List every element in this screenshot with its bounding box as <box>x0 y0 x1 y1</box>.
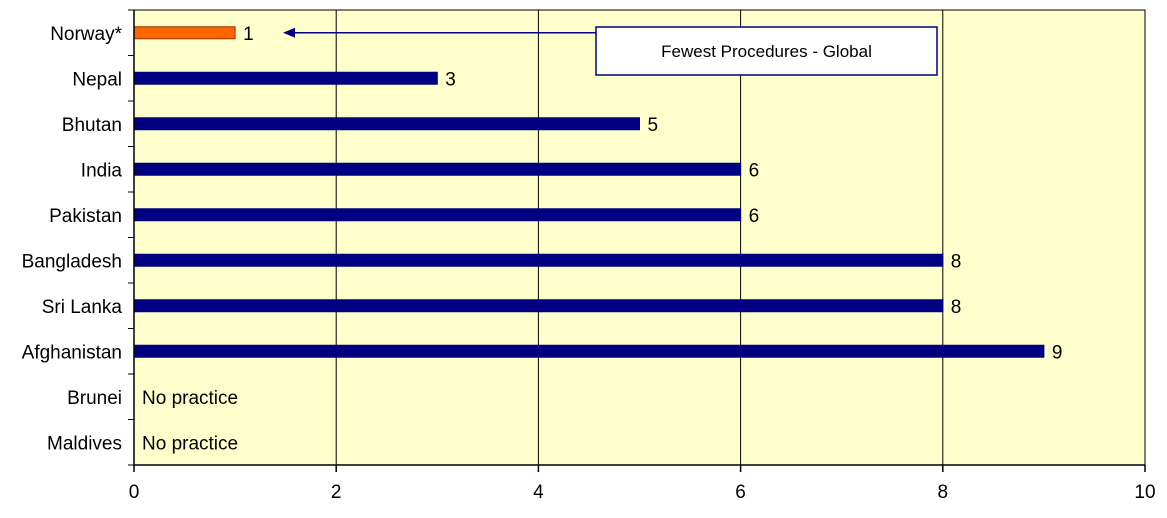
x-tick-label: 4 <box>533 482 544 503</box>
callout-annotation: Fewest Procedures - Global <box>283 26 938 76</box>
callout-text: Fewest Procedures - Global <box>661 42 872 61</box>
labels: Norway* 1 Nepal 3 Bhutan 5 India 6 Pakistan 6 Bang… <box>22 24 1063 455</box>
value-label: 3 <box>445 69 456 90</box>
x-tick-label: 10 <box>1134 482 1155 503</box>
no-practice-note: No practice <box>142 388 238 409</box>
callout-arrow-head <box>283 27 295 38</box>
no-practice-note: No practice <box>142 433 238 454</box>
bar-nepal <box>133 71 438 85</box>
bar-bangladesh <box>133 253 944 267</box>
category-label: Bangladesh <box>22 251 122 272</box>
value-label: 8 <box>951 297 962 318</box>
bar-sri-lanka <box>133 299 944 313</box>
category-label: Nepal <box>72 69 122 90</box>
category-label: Norway* <box>50 24 122 45</box>
value-label: 8 <box>951 251 962 272</box>
bar-afghanistan <box>133 344 1045 358</box>
bar-bhutan <box>133 117 640 131</box>
category-label: India <box>81 160 123 181</box>
axes: 0 2 4 6 8 10 <box>128 9 1156 503</box>
value-label: 9 <box>1052 342 1063 363</box>
category-label: Bhutan <box>62 115 122 136</box>
bars <box>133 26 1045 358</box>
x-tick-label: 8 <box>938 482 949 503</box>
category-label: Sri Lanka <box>42 297 123 318</box>
category-label: Afghanistan <box>22 342 122 363</box>
value-label: 5 <box>648 115 659 136</box>
callout-box <box>595 26 938 76</box>
category-label: Maldives <box>47 433 122 454</box>
x-tick-label: 6 <box>735 482 746 503</box>
bar-india <box>133 162 742 176</box>
bar-pakistan <box>133 208 742 222</box>
value-label: 6 <box>749 160 760 181</box>
value-label: 1 <box>243 24 254 45</box>
x-tick-label: 0 <box>129 482 140 503</box>
x-tick-label: 2 <box>331 482 342 503</box>
category-label: Pakistan <box>49 206 122 227</box>
value-label: 6 <box>749 206 760 227</box>
plot-area <box>133 9 1146 466</box>
category-label: Brunei <box>67 388 122 409</box>
bar-norway <box>133 26 236 40</box>
gridlines <box>335 10 944 465</box>
